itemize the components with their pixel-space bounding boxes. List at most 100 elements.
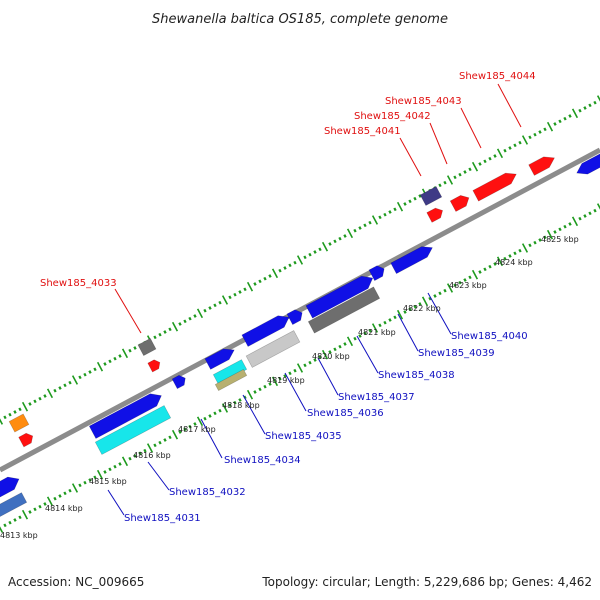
minor-tick	[538, 238, 542, 242]
genome-backbone	[0, 147, 600, 473]
gene-label[interactable]: Shew185_4040	[451, 331, 528, 342]
gene-shew185-4043	[472, 172, 517, 202]
gene-blue-shape	[171, 374, 186, 390]
gene-label[interactable]: Shew185_4032	[169, 487, 246, 498]
major-tick	[71, 375, 79, 385]
major-tick	[446, 175, 454, 185]
minor-tick	[313, 358, 317, 362]
minor-tick	[208, 306, 212, 310]
gene-blue	[0, 476, 20, 502]
major-tick	[496, 256, 504, 267]
gene-red-left	[18, 432, 34, 448]
gene-shew185-4042	[449, 195, 470, 212]
scale-label: 4820 kbp	[312, 352, 350, 361]
major-tick	[121, 456, 129, 467]
minor-tick	[558, 227, 562, 232]
minor-tick	[383, 320, 387, 325]
gene-label[interactable]: Shew185_4039	[418, 348, 495, 359]
gene-label[interactable]: Shew185_4038	[378, 370, 455, 381]
minor-tick	[68, 380, 72, 385]
minor-tick	[238, 290, 242, 294]
minor-tick	[83, 372, 87, 377]
minor-tick	[118, 354, 122, 358]
minor-tick	[118, 462, 122, 466]
minor-tick	[288, 371, 292, 376]
minor-tick	[578, 216, 582, 221]
gene-label[interactable]: Shew185_4033	[40, 278, 117, 289]
minor-tick	[338, 344, 342, 349]
minor-tick	[268, 274, 272, 278]
minor-tick	[583, 214, 587, 218]
leader-line	[429, 122, 448, 165]
minor-tick	[88, 478, 92, 482]
minor-tick	[588, 211, 592, 216]
major-tick	[121, 348, 129, 359]
minor-tick	[488, 264, 492, 269]
minor-tick	[193, 422, 197, 426]
gene-shew185-4044-shape	[528, 156, 555, 176]
minor-tick	[438, 183, 442, 188]
gene-darkgray-small	[137, 338, 157, 356]
gene-label[interactable]: Shew185_4031	[124, 513, 201, 524]
minor-tick	[518, 248, 522, 253]
minor-tick	[443, 180, 447, 185]
minor-tick	[328, 350, 332, 354]
scale-label: 4821 kbp	[358, 328, 396, 337]
major-tick	[271, 268, 279, 279]
leader-line	[242, 394, 266, 435]
minor-tick	[488, 156, 492, 161]
minor-tick	[13, 518, 17, 522]
map-title: Shewanella baltica OS185, complete genom…	[152, 12, 448, 27]
gene-label[interactable]: Shew185_4044	[459, 71, 536, 82]
major-tick	[396, 201, 404, 212]
major-tick	[46, 388, 54, 399]
minor-tick	[158, 332, 162, 337]
gene-label[interactable]: Shew185_4041	[324, 126, 401, 137]
major-tick	[321, 241, 329, 252]
minor-tick	[53, 496, 57, 501]
major-tick	[46, 496, 54, 507]
minor-tick	[293, 260, 297, 265]
minor-tick	[183, 427, 187, 432]
major-tick	[221, 295, 229, 305]
minor-tick	[3, 523, 7, 528]
minor-tick	[213, 411, 217, 416]
minor-tick	[558, 119, 562, 124]
major-tick	[21, 509, 29, 520]
gene-blue	[576, 153, 600, 175]
minor-tick	[193, 314, 197, 318]
major-tick	[571, 108, 579, 119]
minor-tick	[533, 132, 537, 137]
gene-label[interactable]: Shew185_4042	[354, 111, 431, 122]
gene-lightgray-shape	[245, 330, 301, 368]
gene-blue	[286, 309, 303, 325]
gene-label[interactable]: Shew185_4034	[224, 455, 301, 466]
leader-line	[107, 489, 125, 516]
gene-shew185-4033-shape	[147, 359, 161, 373]
minor-tick	[243, 287, 247, 292]
gene-label[interactable]: Shew185_4037	[338, 392, 415, 403]
gene-darkgray-shape	[307, 286, 381, 334]
gene-olive	[214, 368, 248, 392]
minor-tick	[518, 140, 522, 145]
minor-tick	[338, 236, 342, 241]
minor-tick	[203, 416, 207, 421]
gene-cyan	[94, 405, 172, 455]
minor-tick	[403, 202, 407, 206]
major-tick	[471, 161, 479, 172]
minor-tick	[178, 322, 182, 326]
minor-tick	[83, 480, 87, 485]
scale-label: 4825 kbp	[541, 235, 579, 244]
minor-tick	[453, 283, 457, 288]
gene-label[interactable]: Shew185_4035	[265, 431, 342, 442]
gene-blue	[171, 374, 186, 390]
gene-label[interactable]: Shew185_4043	[385, 96, 462, 107]
minor-tick	[528, 243, 532, 248]
gene-blue-shape	[0, 476, 20, 502]
minor-tick	[38, 504, 42, 509]
minor-tick	[478, 162, 482, 166]
minor-tick	[53, 388, 57, 393]
gene-label[interactable]: Shew185_4036	[307, 408, 384, 419]
minor-tick	[283, 266, 287, 270]
minor-tick	[313, 250, 317, 254]
